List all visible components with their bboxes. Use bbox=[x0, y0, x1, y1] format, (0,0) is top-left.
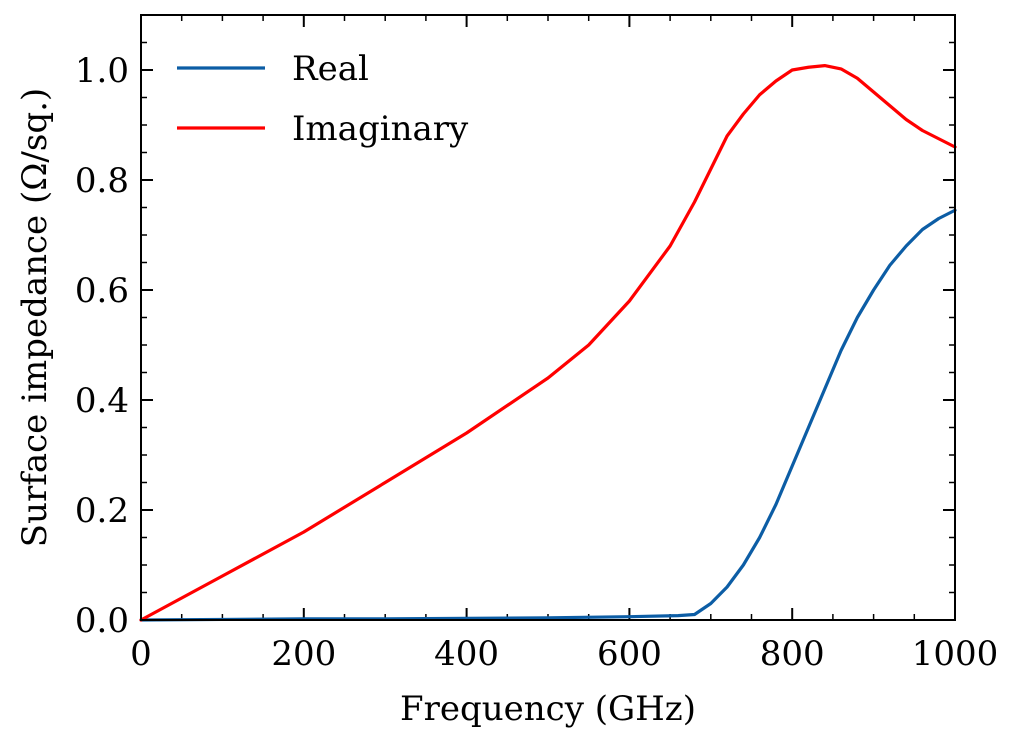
y-tick-label: 0.0 bbox=[75, 601, 129, 641]
x-tick-label: 1000 bbox=[912, 634, 999, 674]
x-tick-label: 600 bbox=[597, 634, 662, 674]
x-axis-label: Frequency (GHz) bbox=[400, 689, 696, 729]
y-axis-label: Surface impedance (Ω/sq.) bbox=[15, 88, 55, 547]
y-tick-labels: 0.0 0.2 0.4 0.6 0.8 1.0 bbox=[75, 51, 129, 641]
legend-label-real: Real bbox=[292, 49, 369, 89]
x-tick-label: 0 bbox=[130, 634, 152, 674]
x-tick-label: 800 bbox=[760, 634, 825, 674]
series-layer bbox=[139, 63, 957, 622]
y-tick-label: 0.6 bbox=[75, 271, 129, 311]
x-tick-label: 400 bbox=[434, 634, 499, 674]
legend-label-imaginary: Imaginary bbox=[292, 109, 469, 149]
series-line-imaginary bbox=[139, 63, 957, 622]
y-tick-label: 0.4 bbox=[75, 381, 129, 421]
legend: Real Imaginary bbox=[177, 49, 469, 149]
y-tick-label: 1.0 bbox=[75, 51, 129, 91]
series-line-real bbox=[139, 208, 957, 622]
y-tick-label: 0.8 bbox=[75, 161, 129, 201]
y-tick-label: 0.2 bbox=[75, 491, 129, 531]
x-tick-labels: 0 200 400 600 800 1000 bbox=[130, 634, 998, 674]
plot-frame bbox=[140, 14, 956, 621]
x-tick-label: 200 bbox=[271, 634, 336, 674]
